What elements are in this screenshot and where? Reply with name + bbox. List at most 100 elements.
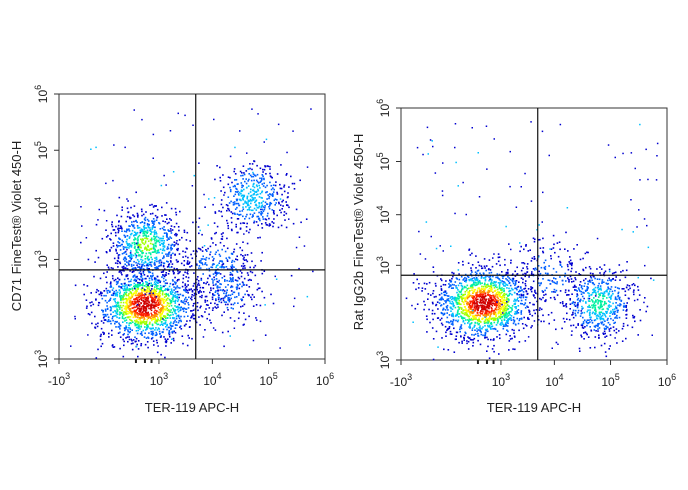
event-dot	[100, 292, 102, 295]
event-dot	[153, 226, 155, 228]
event-dot	[85, 237, 88, 239]
event-dot	[137, 329, 140, 332]
event-dot	[158, 291, 160, 294]
event-dot	[109, 291, 111, 293]
event-dot	[523, 288, 525, 290]
event-dot	[137, 340, 140, 342]
event-dot	[269, 204, 271, 207]
event-dot	[176, 249, 179, 252]
event-dot	[100, 320, 103, 322]
event-dot	[164, 341, 167, 343]
event-dot	[178, 229, 180, 232]
event-dot	[154, 237, 156, 240]
event-dot	[266, 224, 269, 226]
event-dot	[166, 239, 169, 241]
event-dot	[178, 239, 181, 241]
event-dot	[212, 273, 215, 275]
event-dot	[237, 202, 240, 205]
event-dot	[579, 298, 582, 301]
event-dot	[457, 309, 459, 312]
event-dot	[151, 238, 153, 241]
event-dot	[230, 221, 233, 224]
event-dot	[530, 286, 532, 288]
event-dot	[144, 323, 146, 325]
event-dot	[126, 303, 129, 306]
event-dot	[584, 331, 587, 333]
event-dot	[149, 204, 151, 206]
x-tick-label: 105	[259, 371, 277, 388]
event-dot	[145, 277, 147, 280]
event-dot	[126, 289, 129, 291]
event-dot	[128, 305, 131, 308]
event-dot	[259, 181, 262, 183]
event-dot	[114, 300, 116, 303]
event-dot	[290, 175, 292, 178]
event-dot	[146, 264, 148, 266]
event-dot	[132, 339, 135, 341]
event-dot	[160, 263, 162, 266]
event-dot	[261, 272, 264, 275]
event-dot	[102, 331, 104, 334]
event-dot	[512, 348, 514, 350]
event-dot	[172, 297, 174, 299]
event-dot	[188, 296, 190, 299]
event-dot	[199, 248, 201, 250]
event-dot	[217, 298, 220, 301]
event-dot	[520, 299, 523, 302]
event-dot	[153, 223, 155, 226]
event-dot	[539, 297, 541, 300]
event-dot	[125, 311, 127, 314]
event-dot	[142, 296, 145, 299]
event-dot	[605, 310, 607, 313]
event-dot	[524, 299, 527, 301]
event-dot	[175, 306, 178, 308]
event-dot	[116, 282, 119, 284]
event-dot	[492, 328, 494, 330]
event-dot	[153, 344, 155, 346]
event-dot	[204, 311, 206, 313]
event-dot	[155, 296, 158, 298]
event-dot	[490, 271, 493, 274]
event-dot	[168, 295, 170, 297]
event-dot	[203, 282, 205, 284]
event-dot	[140, 246, 142, 248]
event-dot	[229, 299, 231, 301]
event-dot	[170, 249, 172, 251]
event-dot	[182, 308, 184, 311]
event-dot	[592, 311, 594, 314]
event-dot	[149, 271, 152, 274]
event-dot	[531, 314, 534, 317]
event-dot	[498, 287, 501, 290]
event-dot	[589, 321, 591, 323]
event-dot	[190, 315, 193, 317]
event-dot	[497, 318, 499, 321]
event-dot	[114, 298, 117, 300]
event-dot	[475, 284, 478, 286]
event-dot	[469, 254, 472, 256]
event-dot	[631, 284, 634, 286]
event-dot	[208, 313, 210, 316]
event-dot	[463, 339, 465, 341]
event-dot	[449, 279, 451, 281]
event-dot	[232, 201, 235, 204]
y-tick-label: 105	[33, 141, 50, 159]
event-dot	[197, 226, 200, 228]
event-dot	[562, 317, 565, 320]
event-dot	[283, 184, 286, 187]
event-dot	[160, 353, 162, 356]
event-dot	[137, 262, 139, 265]
event-dot	[143, 262, 145, 264]
event-dot	[440, 297, 442, 300]
event-dot	[448, 286, 450, 289]
event-dot	[482, 285, 485, 288]
event-dot	[253, 212, 256, 214]
event-dot	[480, 327, 483, 330]
event-dot	[255, 190, 258, 193]
event-dot	[159, 312, 161, 314]
event-dot	[126, 336, 129, 338]
event-dot	[106, 292, 109, 294]
event-dot	[130, 263, 133, 266]
event-dot	[482, 307, 484, 309]
event-dot	[488, 279, 490, 282]
event-dot	[156, 300, 159, 302]
